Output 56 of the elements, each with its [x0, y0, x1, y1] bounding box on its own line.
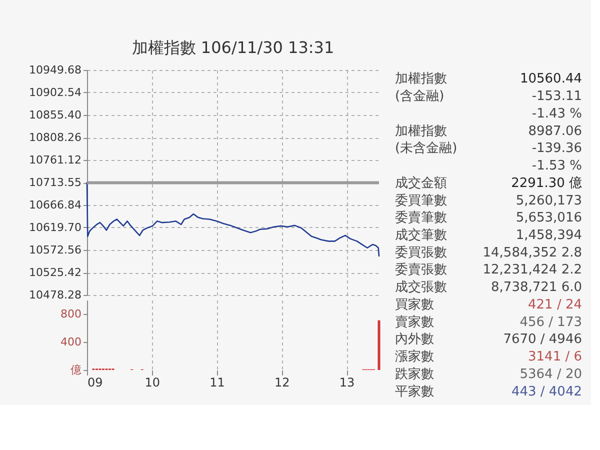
- category-label: (未含金融): [395, 141, 458, 156]
- text: 14,584,352 2.8: [482, 245, 582, 260]
- category-label: 加權指數: [395, 124, 447, 139]
- text: 10560.44: [520, 72, 582, 87]
- category-label: 成交金額: [395, 174, 447, 191]
- text: 1,458,394: [516, 228, 582, 243]
- y-tick-label: 10713.55: [29, 176, 82, 190]
- y-tick-label: 10949.68: [29, 64, 82, 76]
- chart-title: 加權指數 106/11/30 13:31: [132, 38, 334, 57]
- y-tick-label: 400: [60, 336, 82, 348]
- text: 2291.30 億: [511, 176, 582, 191]
- text: 5,653,016: [516, 210, 582, 226]
- category-label: 賣家數: [395, 314, 434, 330]
- category-label: 委賣張數: [395, 262, 447, 278]
- category-label: 成交張數: [395, 279, 447, 296]
- text: 8,738,721 6.0: [491, 280, 582, 296]
- text: -139.36: [532, 141, 582, 156]
- y-tick-label: 10666.84: [29, 198, 82, 212]
- category-label: 委買張數: [395, 245, 447, 260]
- text: 443 / 4042: [511, 384, 582, 400]
- category-label: 漲家數: [395, 348, 434, 365]
- text: 12,231,424 2.2: [482, 262, 582, 278]
- y-tick-label: 10902.54: [29, 86, 82, 99]
- category-label: 買家數: [395, 296, 434, 312]
- x-tick-label: 09: [88, 376, 103, 390]
- text: 8987.06: [528, 124, 582, 139]
- category-label: 跌家數: [395, 366, 434, 382]
- x-tick-label: 12: [274, 376, 290, 390]
- y-tick-label: 10525.42: [29, 266, 82, 279]
- x-tick-label: 13: [339, 376, 355, 390]
- y-tick-label: 10808.26: [29, 131, 82, 144]
- y-tick-label: 億: [70, 364, 82, 376]
- x-tick-label: 11: [210, 376, 225, 390]
- y-tick-label: 10855.40: [29, 108, 82, 122]
- y-tick-label: 10619.70: [29, 221, 82, 234]
- y-tick-label: 800: [60, 308, 82, 320]
- category-label: 委買筆數: [395, 193, 447, 208]
- category-label: 平家數: [395, 383, 434, 400]
- text: -153.11: [532, 89, 582, 104]
- y-tick-label: 10761.12: [29, 154, 82, 166]
- category-label: 內外數: [395, 332, 434, 348]
- y-tick-label: 10572.56: [29, 244, 82, 256]
- text: -1.53 %: [532, 158, 582, 174]
- y-tick-label: 10478.28: [29, 288, 82, 302]
- text: 5364 / 20: [520, 366, 582, 382]
- category-label: 成交筆數: [395, 227, 447, 243]
- text: 7670 / 4946: [503, 332, 582, 348]
- category-label: 委賣筆數: [395, 210, 447, 226]
- text: 5,260,173: [516, 193, 582, 208]
- category-label: 加權指數: [395, 72, 447, 87]
- text: 3141 / 6: [528, 350, 582, 365]
- text: -1.43 %: [532, 106, 582, 122]
- text: 421 / 24: [528, 297, 582, 312]
- text: 456 / 173: [520, 314, 582, 330]
- category-label: (含金融): [395, 89, 444, 104]
- x-tick-label: 10: [144, 376, 160, 390]
